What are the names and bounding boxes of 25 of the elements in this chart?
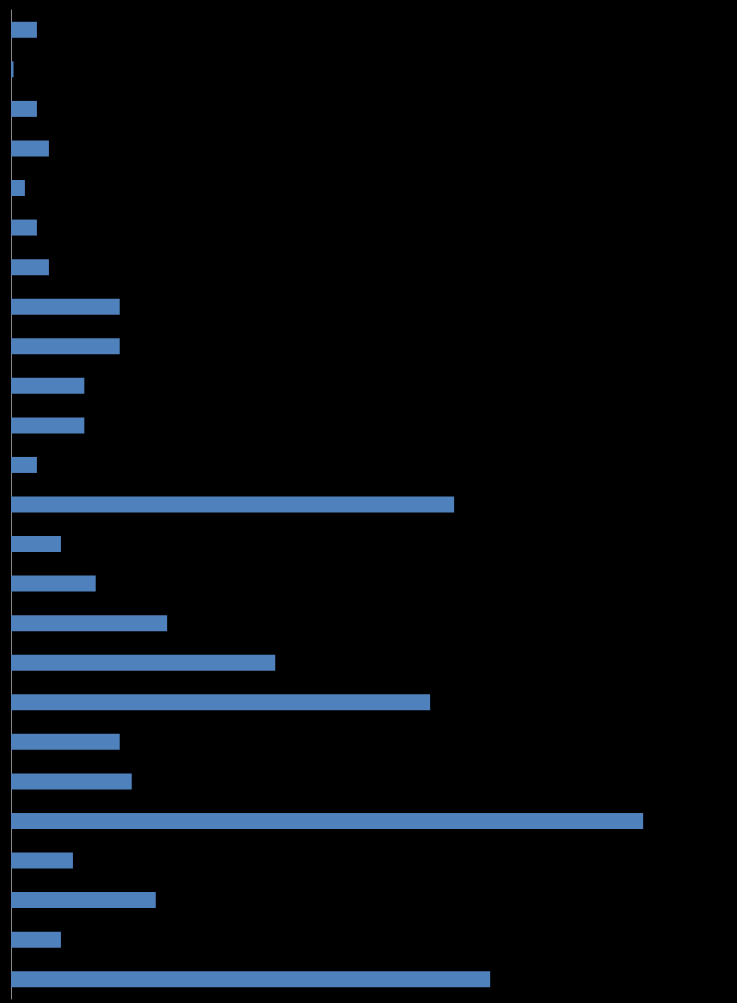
- bar: [11, 61, 14, 78]
- bar: [11, 21, 37, 38]
- bar: [11, 654, 276, 671]
- bar: [11, 536, 61, 553]
- bar: [11, 456, 37, 473]
- bar: [11, 931, 61, 948]
- bar: [11, 773, 132, 790]
- bar: [11, 338, 120, 355]
- bar: [11, 615, 168, 632]
- bar: [11, 892, 156, 909]
- bar: [11, 694, 431, 711]
- bar: [11, 971, 491, 988]
- bar: [11, 140, 49, 157]
- bar: [11, 298, 120, 315]
- bar: [11, 496, 455, 513]
- bar: [11, 259, 49, 276]
- bar: [11, 180, 25, 197]
- bar: [11, 852, 73, 869]
- bar: [11, 100, 37, 117]
- bar: [11, 219, 37, 236]
- bar: [11, 417, 85, 434]
- bar: [11, 812, 644, 829]
- bar: [11, 733, 120, 750]
- bar: [11, 575, 96, 592]
- bar: [11, 377, 85, 394]
